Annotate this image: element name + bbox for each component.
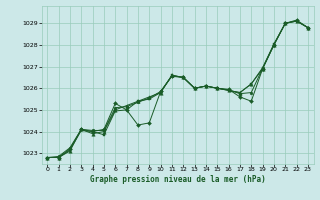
X-axis label: Graphe pression niveau de la mer (hPa): Graphe pression niveau de la mer (hPa) bbox=[90, 175, 266, 184]
